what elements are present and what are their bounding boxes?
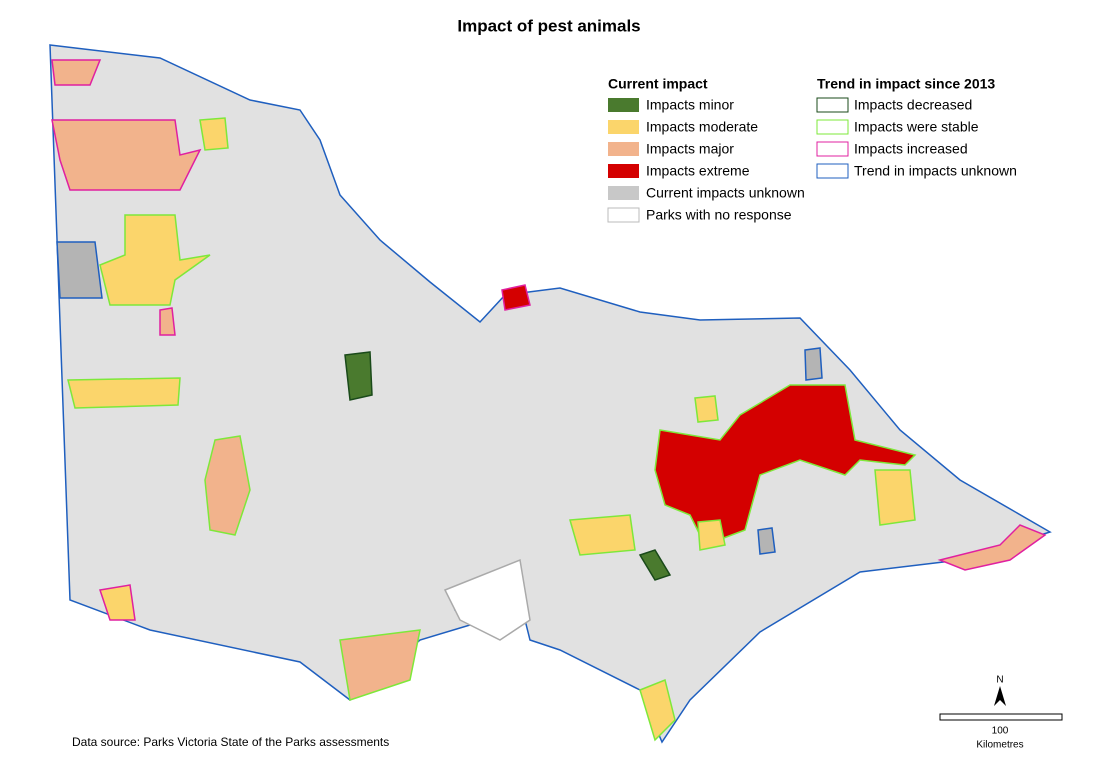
legend-label: Impacts were stable <box>854 119 979 135</box>
legend-swatch <box>608 186 639 200</box>
legend-label: Current impacts unknown <box>646 185 805 201</box>
legend-swatch <box>608 120 639 134</box>
legend-title: Trend in impact since 2013 <box>817 76 995 92</box>
legend-swatch <box>816 163 849 179</box>
legend: Current impact Impacts minor Impacts mod… <box>607 76 1017 223</box>
legend-swatch <box>816 97 849 113</box>
legend-label: Impacts major <box>646 141 734 157</box>
legend-swatch <box>608 142 639 156</box>
legend-label: Impacts decreased <box>854 97 972 113</box>
parks <box>51 59 1047 742</box>
scale-unit: Kilometres <box>976 740 1023 751</box>
north-arrow: N <box>994 675 1006 706</box>
legend-swatch <box>608 164 639 178</box>
scale-bar: 100 Kilometres <box>939 713 1063 751</box>
data-source: Data source: Parks Victoria State of the… <box>72 735 389 749</box>
legend-swatch <box>607 207 640 223</box>
map-title: Impact of pest animals <box>457 16 640 35</box>
legend-label: Impacts moderate <box>646 119 758 135</box>
legend-title: Current impact <box>608 76 708 92</box>
legend-swatch <box>816 141 849 157</box>
legend-label: Impacts minor <box>646 97 734 113</box>
legend-label: Trend in impacts unknown <box>854 163 1017 179</box>
scale-label: 100 <box>992 726 1009 737</box>
legend-swatch <box>816 119 849 135</box>
legend-swatch <box>608 98 639 112</box>
legend-label: Impacts extreme <box>646 163 750 179</box>
legend-label: Impacts increased <box>854 141 968 157</box>
north-label: N <box>996 675 1003 686</box>
legend-label: Parks with no response <box>646 207 792 223</box>
